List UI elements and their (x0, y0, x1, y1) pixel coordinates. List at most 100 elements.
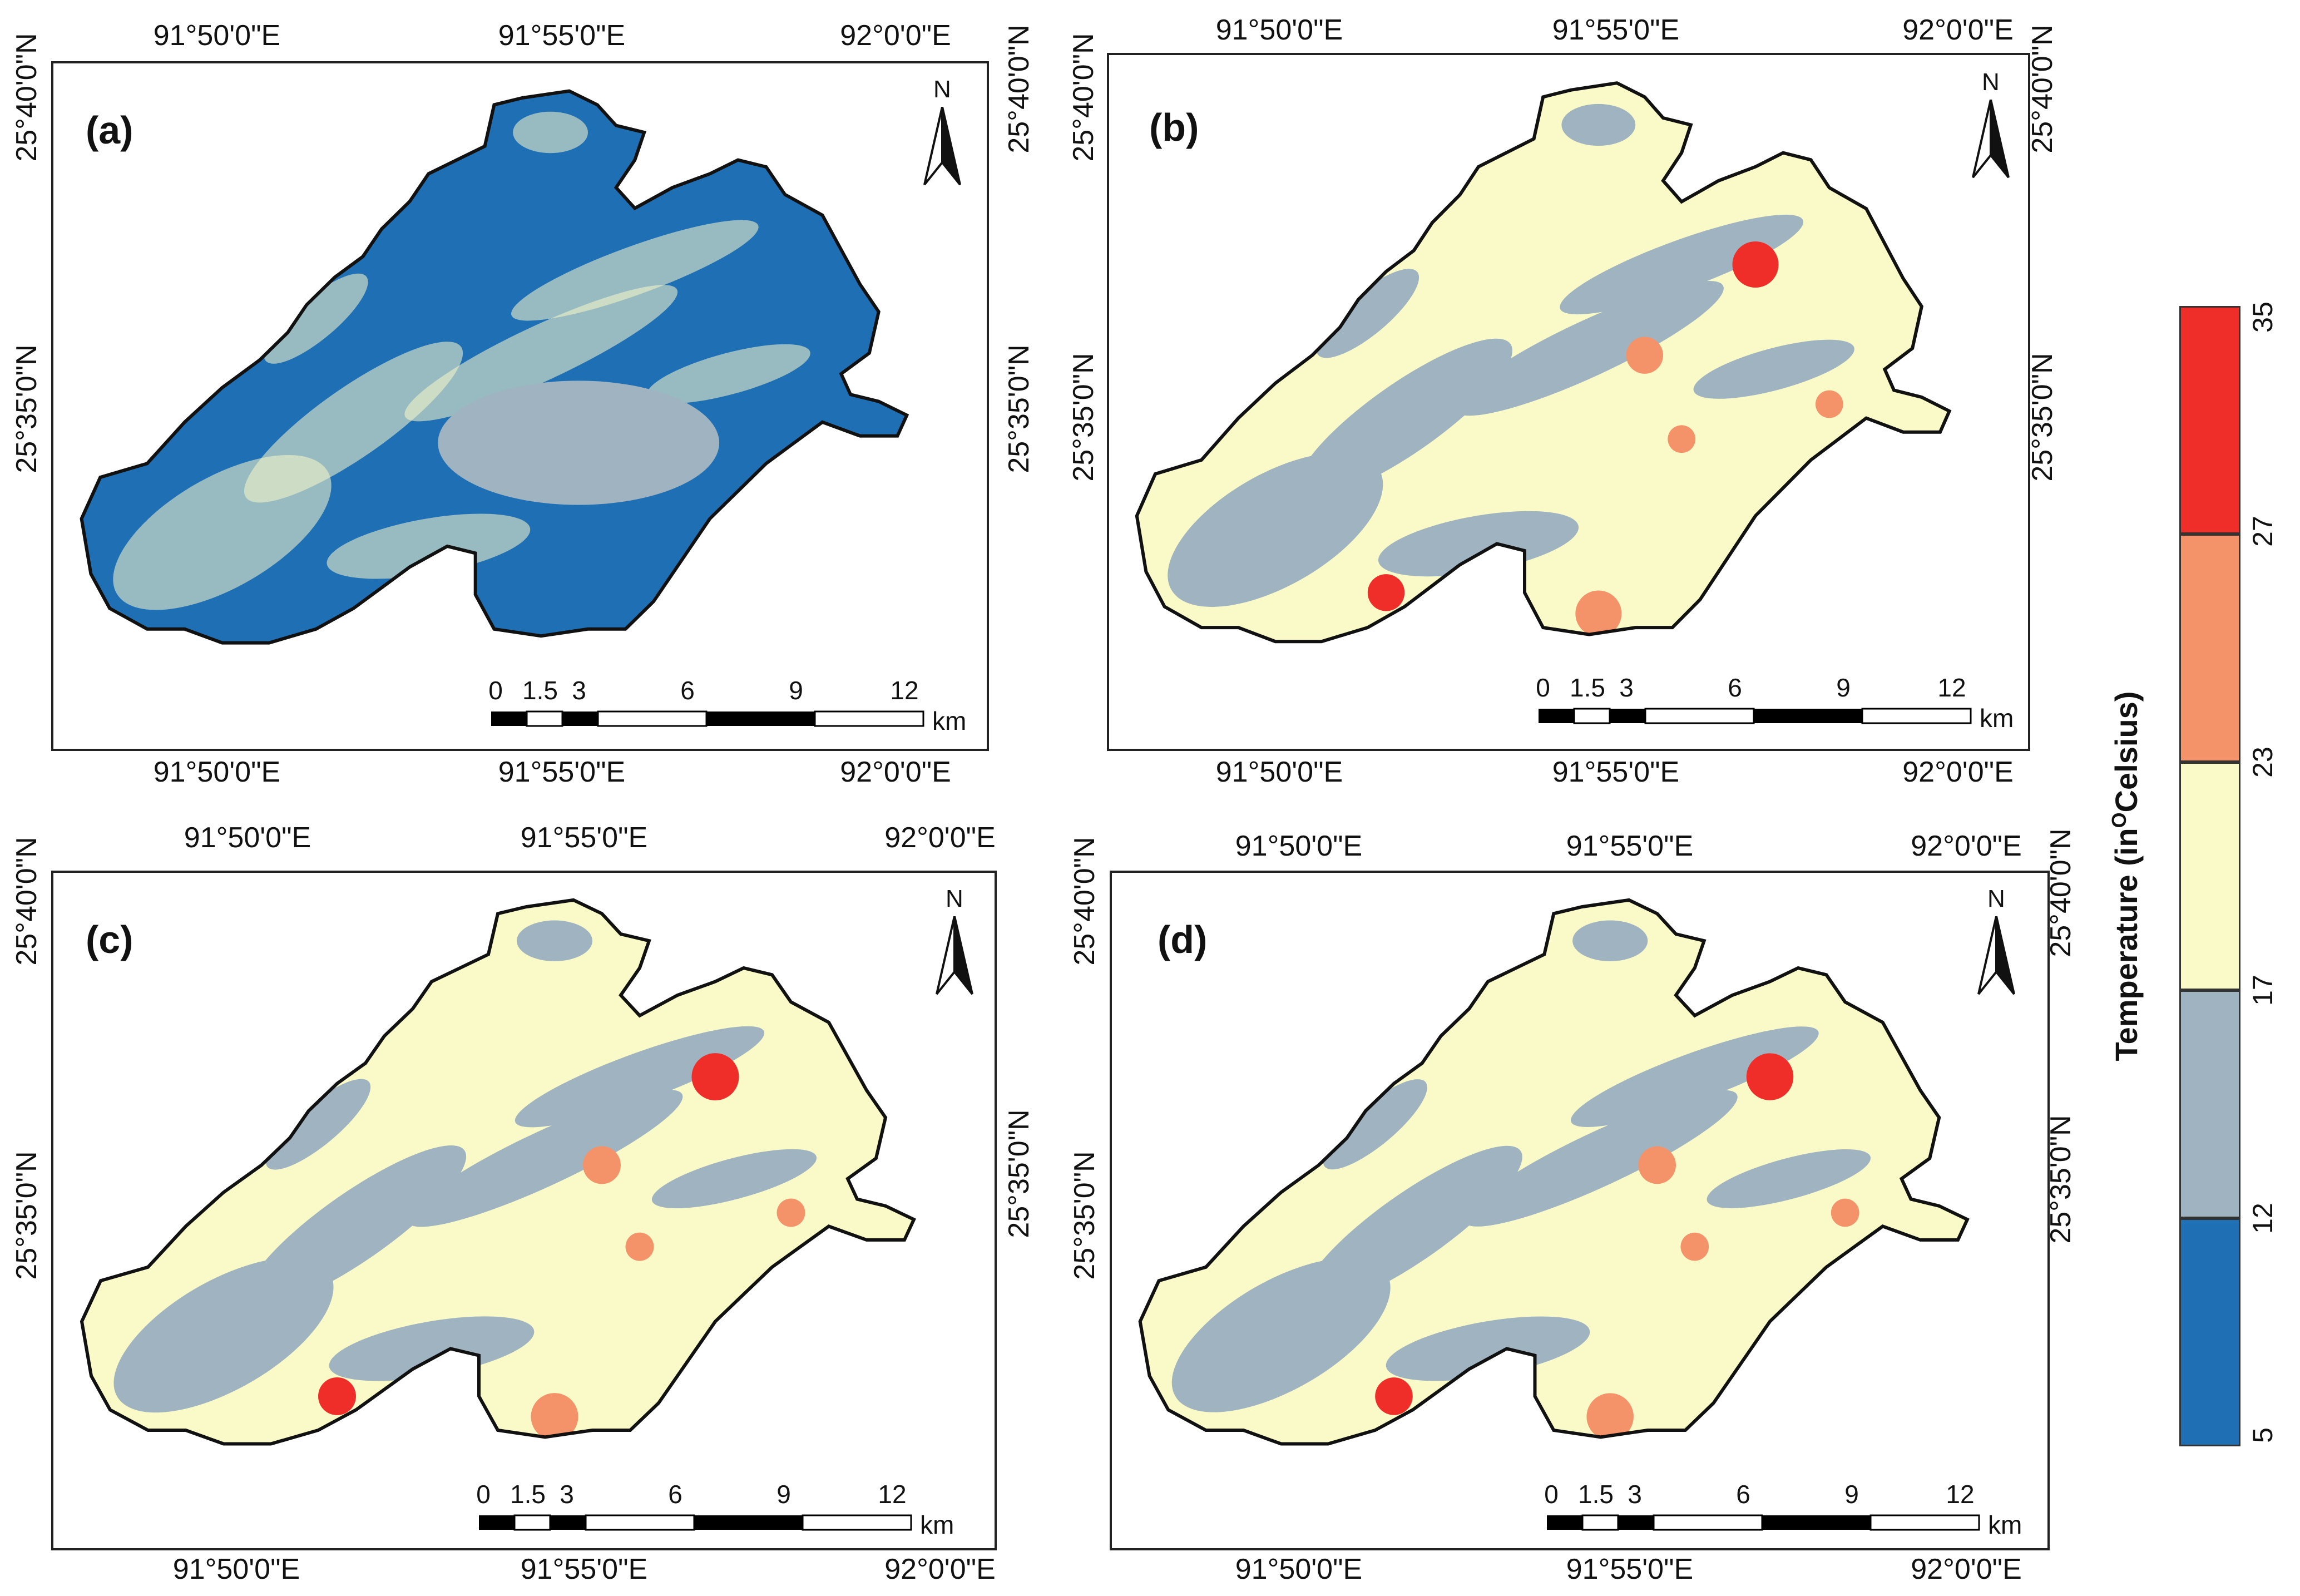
hotspot-patch (1815, 390, 1843, 418)
temperature-patch (517, 920, 592, 961)
lon-label-top: 91°50'0"E (1215, 14, 1343, 46)
hotspot-patch (1626, 337, 1663, 374)
scale-tick: 12 (1946, 1480, 1975, 1509)
lon-label-bottom: 91°55'0"E (520, 1553, 648, 1585)
lon-label-top: 91°55'0"E (498, 19, 626, 52)
hotspot-patch (1732, 241, 1779, 288)
scale-unit: km (920, 1510, 954, 1539)
hotspot-patch (1746, 1053, 1794, 1100)
scale-unit: km (1980, 704, 2014, 733)
map-frame: (c) N 0 1.5 3 6 9 12 km (51, 871, 997, 1550)
legend-tick: 23 (2247, 747, 2278, 778)
lon-label-top: 92°0'0"E (1902, 14, 2014, 46)
hotspot-patch (1575, 590, 1622, 637)
lon-label-top: 91°55'0"E (520, 822, 648, 854)
legend-tick: 27 (2247, 516, 2278, 547)
scale-tick: 6 (668, 1480, 682, 1509)
scale-tick: 12 (878, 1480, 907, 1509)
scale-tick: 0 (476, 1480, 491, 1509)
legend-title-suffix: Celsius) (2108, 691, 2144, 813)
lat-label-left: 25°35'0"N (11, 344, 43, 473)
legend-title-sup: O (2108, 812, 2131, 828)
hotspot-patch (1668, 425, 1696, 453)
legend-swatch-23-27 (2179, 534, 2240, 762)
scale-tick: 12 (1937, 673, 1966, 702)
lon-label-bottom: 91°55'0"E (498, 756, 626, 788)
temperature-patch (1560, 214, 1804, 315)
lat-label-left: 25°40'0"N (11, 33, 43, 162)
temperature-patch (511, 220, 759, 321)
temperature-patch (1463, 1090, 1738, 1227)
lat-label-right: 25°40'0"N (1003, 24, 1035, 154)
scale-tick: 1.5 (510, 1480, 546, 1509)
lon-label-top: 91°55'0"E (1566, 830, 1694, 862)
lon-label-bottom: 92°0'0"E (840, 756, 951, 788)
temperature-legend: 35 27 23 17 12 5 (2179, 302, 2278, 1446)
lat-label-left: 25°40'0"N (1069, 837, 1101, 966)
lat-label-right: 25°35'0"N (1003, 344, 1035, 473)
temperature-patch (1561, 103, 1636, 146)
lon-label-bottom: 92°0'0"E (1902, 756, 2014, 788)
scale-tick: 3 (1619, 673, 1634, 702)
map-region (1136, 83, 1950, 642)
map-region (81, 91, 907, 643)
lon-label-top: 91°50'0"E (153, 19, 281, 52)
temperature-patch (1323, 1079, 1427, 1170)
scale-tick: 6 (680, 676, 695, 705)
legend-swatch-17-23 (2179, 762, 2240, 990)
lon-label-bottom: 92°0'0"E (884, 1553, 996, 1585)
lon-label-top: 92°0'0"E (840, 19, 951, 52)
legend-swatch-12-17 (2179, 990, 2240, 1218)
temperature-patch (404, 285, 678, 422)
legend-tick: 35 (2247, 302, 2278, 333)
lon-label-bottom: 92°0'0"E (1911, 1553, 2022, 1585)
lat-label-left: 25°35'0"N (1067, 353, 1100, 482)
scale-tick: 12 (890, 676, 919, 705)
temperature-patch (1570, 1026, 1819, 1127)
scale-tick: 6 (1736, 1480, 1750, 1509)
temperature-patch (515, 1026, 765, 1128)
panel-label: (d) (1158, 918, 1208, 961)
legend-title: Temperature (inOCelsius) (2108, 691, 2144, 1061)
map-region (82, 900, 914, 1444)
temperature-patch (651, 1149, 817, 1209)
north-label: N (1987, 885, 2005, 912)
lat-label-left: 25°40'0"N (1067, 33, 1100, 162)
district-boundary (1138, 898, 1970, 1446)
temperature-patch (327, 513, 531, 579)
panel-label: (c) (86, 918, 133, 961)
lon-label-top: 92°0'0"E (884, 822, 996, 854)
scale-tick: 0 (1544, 1480, 1559, 1509)
legend-title-prefix: Temperature (in (2108, 828, 2144, 1061)
hotspot-patch (625, 1232, 654, 1261)
lon-label-bottom: 91°50'0"E (153, 756, 281, 788)
scale-unit: km (932, 706, 967, 735)
map-frame: (a) N 0 1.5 3 6 9 12 km (51, 61, 989, 751)
district-boundary (1135, 81, 1952, 644)
scale-tick: 0 (1536, 673, 1550, 702)
temperature-patch (1378, 511, 1579, 577)
temperature-patch (1572, 920, 1648, 961)
temperature-map (80, 898, 916, 1446)
legend-tick: 12 (2247, 1203, 2278, 1234)
hotspot-patch (583, 1146, 621, 1184)
temperature-map (80, 89, 909, 645)
scale-tick: 0 (488, 676, 503, 705)
temperature-patch (1316, 269, 1419, 358)
temperature-patch (244, 342, 463, 503)
north-label: N (946, 885, 963, 912)
scale-tick: 9 (776, 1480, 791, 1509)
lon-label-top: 91°55'0"E (1552, 14, 1680, 46)
scale-tick: 1.5 (1570, 673, 1605, 702)
lon-label-bottom: 91°55'0"E (1566, 1553, 1694, 1585)
north-label: N (1982, 68, 2000, 96)
scale-tick: 9 (1844, 1480, 1859, 1509)
lon-label-top: 91°50'0"E (1235, 830, 1363, 862)
lat-label-left: 25°35'0"N (1069, 1151, 1101, 1280)
legend-tick: 17 (2247, 975, 2278, 1006)
temperature-patch (407, 1090, 683, 1227)
scale-tick: 3 (560, 1480, 574, 1509)
lon-label-top: 91°50'0"E (184, 822, 311, 854)
legend-tick: 5 (2247, 1427, 2278, 1443)
hotspot-patch (1831, 1198, 1859, 1227)
